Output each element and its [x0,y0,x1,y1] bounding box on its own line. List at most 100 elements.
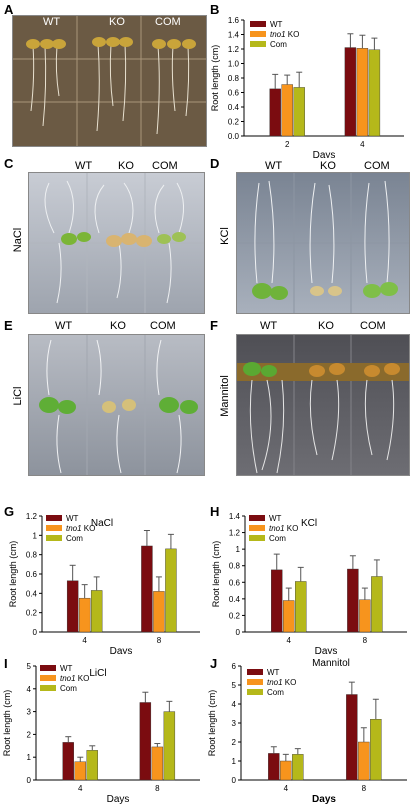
chart-h-x-tick-label: 8 [363,636,368,645]
chart-h-y-tick-label: 1.4 [229,512,241,521]
chart-j-bar [358,741,370,781]
chart-j-legend-label: tno1 KO [267,678,296,687]
chart-j-x-tick-label: 4 [284,784,289,793]
photo-e-label-com: COM [150,320,176,332]
chart-b-y-tick-label: 0.6 [228,89,240,98]
chart-j-x-label: Days [312,794,336,805]
chart-i-bar [74,761,86,781]
panel-letter-b: B [210,2,220,17]
panel-letter-h: H [210,504,220,519]
chart-h-y-tick-label: 0.4 [229,595,241,604]
chart-h-bar [371,576,383,633]
photo-e-label-wt: WT [55,320,73,332]
chart-g-bar [153,591,165,633]
chart-b-y-tick-label: 0.2 [228,118,240,127]
photo-d-seedlings [237,173,409,313]
chart-b-y-tick-label: 1.4 [228,31,240,40]
chart-h-legend-swatch [249,535,265,541]
chart-g-bar [165,548,177,633]
chart-j-y-label: Root length (cm) [207,690,217,757]
chart-h-y-tick-label: 1 [236,545,241,554]
photo-c-treatment: NaCl [12,227,24,253]
photo-panel-d [236,172,410,314]
chart-i-title: LiCl [89,668,106,679]
photo-a-label-ko: KO [109,16,125,28]
chart-b-y-tick-label: 1.2 [228,45,240,54]
chart-i-y-tick-label: 0 [27,776,32,785]
chart-j-legend-swatch [247,679,263,685]
chart-j-bar [280,760,292,781]
chart-b-legend-swatch [250,21,266,27]
chart-i-legend-label: WT [60,664,73,673]
photo-e-seedlings [29,335,204,475]
chart-i-y-tick-label: 1 [27,753,32,762]
chart-b-y-tick-label: 0.4 [228,103,240,112]
chart-b-y-tick-label: 1.0 [228,60,240,69]
photo-d-label-wt: WT [265,160,283,172]
chart-h-y-tick-label: 0.2 [229,611,241,620]
chart-panel-g: 0 0.2 0.4 0.6 0.8 1 1.2 Root length (cm) 4 8 Days N… [8,512,200,654]
chart-b-legend-label: WT [270,20,283,29]
chart-i-x-tick-label: 4 [78,784,83,793]
chart-g-y-tick-label: 0.8 [26,551,38,560]
chart-g-bar [141,545,153,633]
chart-h-legend-swatch [249,525,265,531]
chart-g-bar [78,597,91,633]
chart-h-bar [295,581,307,633]
chart-j-title: Mannitol [312,658,350,669]
photo-f-label-wt: WT [260,320,278,332]
chart-h-x-tick-label: 4 [287,636,292,645]
panel-letter-e: E [4,318,13,333]
photo-d-label-ko: KO [320,160,336,172]
chart-h-y-tick-label: 0.8 [229,562,241,571]
chart-panel-b: 0.0 0.2 0.4 0.6 0.8 1.0 1.2 1.4 1.6 Root length (… [210,16,404,158]
chart-b-y-label: Root length (cm) [210,45,220,112]
panel-letter-c: C [4,156,14,171]
chart-h-legend-label: WT [269,514,282,523]
chart-i-x-tick-label: 8 [155,784,160,793]
chart-b-x-label: Days [313,150,336,158]
chart-g-y-tick-label: 0.2 [26,609,38,618]
chart-i-legend-swatch [40,675,56,681]
chart-j-legend-swatch [247,689,263,695]
chart-j-y-tick-label: 1 [232,757,237,766]
chart-j-legend-swatch [247,669,263,675]
chart-h-bar [283,600,295,633]
photo-f-seedlings [237,335,409,475]
chart-b-legend-swatch [250,41,266,47]
chart-j-x-tick-label: 8 [362,784,367,793]
chart-j-bar [370,718,382,781]
photo-f-label-ko: KO [318,320,334,332]
chart-b-x-tick-label: 4 [360,140,365,149]
chart-b-y-tick-label: 1.6 [228,16,240,25]
chart-b-x-tick-label: 2 [285,140,290,149]
chart-b-bar [344,47,357,137]
chart-j-legend-label: Com [267,688,284,697]
chart-b-y-tick-label: 0.0 [228,132,240,141]
chart-i-bar [163,711,176,781]
chart-i-y-label: Root length (cm) [2,690,12,757]
photo-a-grid [13,16,206,146]
chart-i-bar [86,750,98,781]
chart-j-y-tick-label: 2 [232,738,237,747]
chart-i-legend-label: Com [60,684,77,693]
chart-i-legend-label: tno1 KO [60,674,89,683]
chart-g-legend-swatch [46,515,62,521]
chart-h-legend-label: Com [269,534,286,543]
photo-a-label-com: COM [155,16,181,28]
chart-j-bar [268,753,280,781]
photo-panel-c [28,172,205,314]
panel-letter-g: G [4,504,15,519]
chart-h-title: KCl [301,518,317,529]
chart-j-bar [292,754,304,781]
photo-c-label-wt: WT [75,160,93,172]
photo-c-label-ko: KO [118,160,134,172]
chart-b-bar [281,84,293,137]
chart-panel-j: 0 1 2 3 4 5 6 Root length (cm) 4 8 Days Mannitol WTt… [207,658,407,805]
chart-b-y-tick-label: 0.8 [228,74,240,83]
chart-g-y-tick-label: 0.4 [26,589,38,598]
chart-b-bar [293,87,305,137]
photo-d-label-com: COM [364,160,390,172]
chart-i-y-tick-label: 4 [27,685,32,694]
chart-i-bar [139,702,152,781]
